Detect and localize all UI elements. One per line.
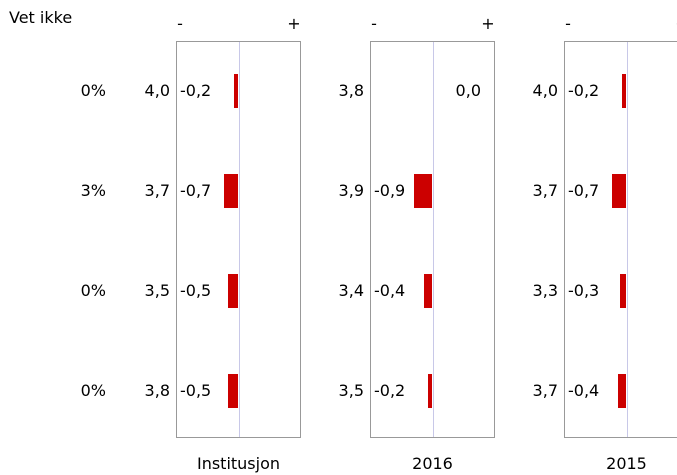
score-label: 3,9: [338, 181, 364, 200]
zero-line: [627, 42, 628, 437]
panel-frame: [370, 41, 495, 438]
difference-bar: [620, 274, 626, 308]
zero-line: [239, 42, 240, 437]
score-label: 4,0: [532, 81, 558, 100]
score-label: 3,7: [144, 181, 170, 200]
axis-minus-label: -: [371, 14, 377, 33]
difference-bar: [622, 74, 626, 108]
score-label: 3,7: [532, 181, 558, 200]
diff-label: -0,7: [568, 181, 600, 200]
diff-label: -0,7: [180, 181, 212, 200]
score-label: 4,0: [144, 81, 170, 100]
diff-label: 0,0: [455, 81, 481, 100]
axis-minus-label: -: [565, 14, 571, 33]
panel-frame: [564, 41, 677, 438]
difference-bar: [228, 274, 238, 308]
difference-bar: [224, 174, 238, 208]
axis-plus-label: +: [481, 14, 495, 33]
score-label: 3,8: [338, 81, 364, 100]
difference-bar: [428, 374, 432, 408]
difference-bar: [618, 374, 626, 408]
zero-line: [433, 42, 434, 437]
score-label: 3,8: [144, 381, 170, 400]
vet-ikke-value: 0%: [80, 281, 106, 300]
axis-minus-label: -: [177, 14, 183, 33]
difference-bar: [424, 274, 432, 308]
vet-ikke-value: 0%: [80, 381, 106, 400]
score-label: 3,7: [532, 381, 558, 400]
axis-plus-label: +: [287, 14, 301, 33]
score-label: 3,3: [532, 281, 558, 300]
score-label: 3,4: [338, 281, 364, 300]
diff-label: -0,2: [374, 381, 406, 400]
score-label: 3,5: [338, 381, 364, 400]
panel-label: 2016: [412, 454, 453, 473]
panel-frame: [176, 41, 301, 438]
panel-label: Institusjon: [196, 454, 281, 473]
diff-label: -0,2: [180, 81, 212, 100]
diff-label: -0,5: [180, 381, 212, 400]
diff-label: -0,5: [180, 281, 212, 300]
diff-label: -0,9: [374, 181, 406, 200]
vet-ikke-header: Vet ikke: [9, 8, 73, 27]
difference-bar: [234, 74, 238, 108]
score-label: 3,5: [144, 281, 170, 300]
diff-label: -0,4: [568, 381, 600, 400]
panel-label: 2015: [606, 454, 647, 473]
vet-ikke-value: 3%: [80, 181, 106, 200]
diff-label: -0,4: [374, 281, 406, 300]
diff-label: -0,3: [568, 281, 600, 300]
difference-bar: [228, 374, 238, 408]
axis-plus-label: +: [675, 14, 677, 34]
diff-label: -0,2: [568, 81, 600, 100]
difference-bar: [414, 174, 432, 208]
vet-ikke-value: 0%: [80, 81, 106, 100]
difference-bar: [612, 174, 626, 208]
